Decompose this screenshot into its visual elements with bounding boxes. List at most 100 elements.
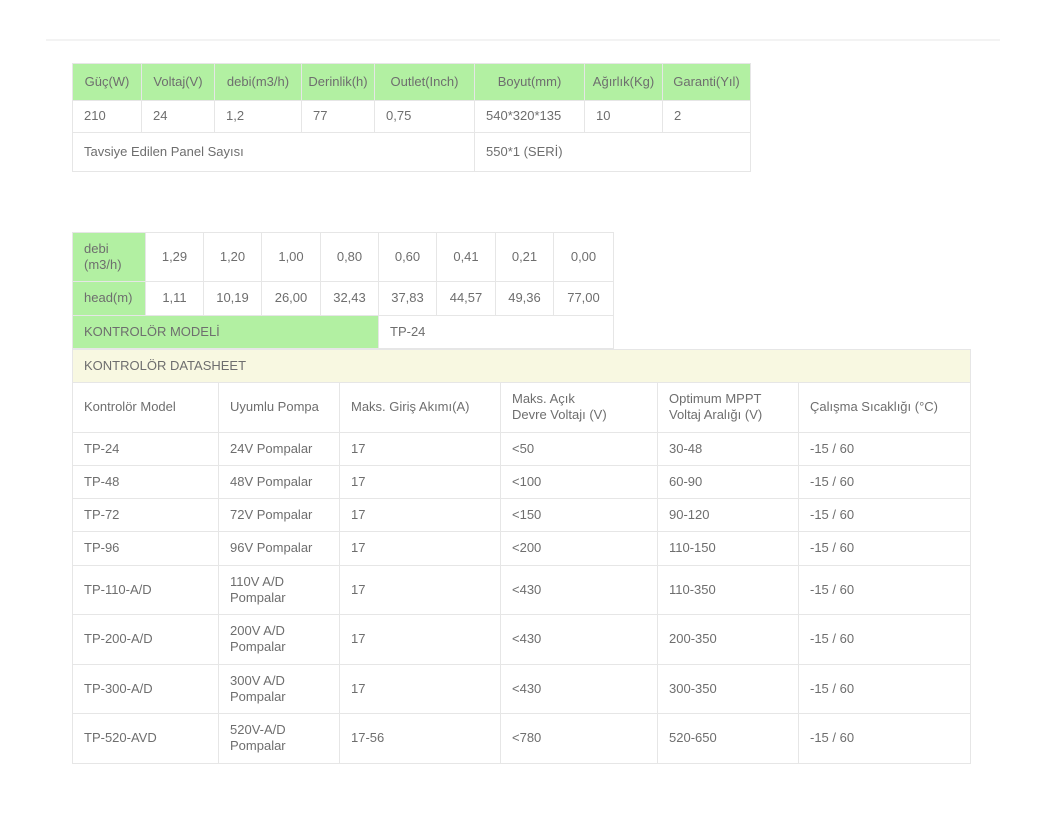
- panel-count-label: Tavsiye Edilen Panel Sayısı: [72, 131, 475, 172]
- pump-spec-header-row: Güç(W) Voltaj(V) debi(m3/h) Derinlik(h) …: [72, 62, 751, 102]
- controller-model-label: KONTROLÖR MODELİ: [72, 314, 379, 349]
- datasheet-header-mppt: Optimum MPPT Voltaj Aralığı (V): [657, 382, 799, 433]
- pump-spec-header-outlet: Outlet(Inch): [374, 62, 475, 102]
- cell-mppt: 110-150: [657, 531, 799, 566]
- pump-spec-value-row: 210 24 1,2 77 0,75 540*320*135 10 2: [72, 100, 751, 133]
- panel-count-value: 550*1 (SERİ): [474, 131, 751, 172]
- head-value: 44,57: [436, 281, 496, 316]
- head-value: 26,00: [261, 281, 321, 316]
- cell-akim: 17-56: [339, 713, 501, 764]
- flow-value: 1,29: [145, 231, 204, 283]
- cell-mppt: 110-350: [657, 564, 799, 615]
- head-value: 49,36: [495, 281, 554, 316]
- pump-spec-table: Güç(W) Voltaj(V) debi(m3/h) Derinlik(h) …: [72, 62, 751, 172]
- cell-pompa: 520V-A/D Pompalar: [218, 713, 340, 764]
- pump-spec-value-agirlik: 10: [584, 100, 663, 133]
- cell-sicaklik: -15 / 60: [797, 531, 972, 566]
- cell-sicaklik: -15 / 60: [797, 497, 972, 533]
- cell-mppt: 60-90: [657, 464, 799, 500]
- datasheet-row: TP-48 48V Pompalar 17 <100 60-90 -15 / 6…: [72, 464, 972, 500]
- datasheet-title-row: KONTROLÖR DATASHEET: [71, 348, 972, 384]
- cell-model: TP-24: [72, 431, 219, 466]
- pump-spec-header-debi: debi(m3/h): [214, 62, 302, 102]
- cell-model: TP-72: [72, 497, 219, 533]
- flow-value: 0,00: [553, 231, 614, 283]
- flow-label: debi (m3/h): [72, 231, 146, 283]
- pump-spec-value-garanti: 2: [662, 100, 751, 133]
- head-value: 37,83: [378, 281, 437, 316]
- cell-sicaklik: -15 / 60: [797, 663, 972, 714]
- cell-model: TP-48: [72, 464, 219, 500]
- datasheet-header-giris-akimi: Maks. Giriş Akımı(A): [339, 382, 501, 433]
- pump-spec-value-voltaj: 24: [141, 100, 215, 133]
- cell-mppt: 300-350: [657, 663, 799, 714]
- datasheet-row: TP-300-A/D 300V A/D Pompalar 17 <430 300…: [72, 663, 972, 714]
- flow-value: 0,21: [495, 231, 554, 283]
- cell-voltaj: <430: [500, 614, 658, 665]
- datasheet-row: TP-520-AVD 520V-A/D Pompalar 17-56 <780 …: [72, 713, 972, 764]
- pump-spec-header-voltaj: Voltaj(V): [141, 62, 215, 102]
- cell-sicaklik: -15 / 60: [797, 464, 972, 500]
- panel-count-row: Tavsiye Edilen Panel Sayısı 550*1 (SERİ): [72, 131, 751, 172]
- pump-spec-value-boyut: 540*320*135: [474, 100, 585, 133]
- pump-spec-header-derinlik: Derinlik(h): [301, 62, 375, 102]
- cell-voltaj: <780: [500, 713, 658, 764]
- cell-akim: 17: [339, 663, 501, 714]
- cell-voltaj: <50: [500, 431, 658, 466]
- cell-model: TP-300-A/D: [72, 663, 219, 714]
- flow-value: 1,20: [203, 231, 262, 283]
- head-row: head(m) 1,11 10,19 26,00 32,43 37,83 44,…: [72, 281, 614, 316]
- datasheet-title: KONTROLÖR DATASHEET: [71, 348, 972, 384]
- cell-akim: 17: [339, 564, 501, 615]
- datasheet-header-devre-voltaji: Maks. Açık Devre Voltajı (V): [500, 382, 658, 433]
- flow-value: 0,41: [436, 231, 496, 283]
- cell-voltaj: <100: [500, 464, 658, 500]
- cell-pompa: 300V A/D Pompalar: [218, 663, 340, 714]
- pump-spec-header-agirlik: Ağırlık(Kg): [584, 62, 663, 102]
- cell-pompa: 96V Pompalar: [218, 531, 340, 566]
- datasheet-header-pompa: Uyumlu Pompa: [218, 382, 340, 433]
- cell-sicaklik: -15 / 60: [797, 431, 972, 466]
- cell-model: TP-96: [72, 531, 219, 566]
- cell-sicaklik: -15 / 60: [797, 564, 972, 615]
- cell-model: TP-520-AVD: [72, 713, 219, 764]
- cell-pompa: 200V A/D Pompalar: [218, 614, 340, 665]
- cell-model: TP-110-A/D: [72, 564, 219, 615]
- pump-spec-value-debi: 1,2: [214, 100, 302, 133]
- cell-mppt: 520-650: [657, 713, 799, 764]
- cell-voltaj: <430: [500, 663, 658, 714]
- cell-akim: 17: [339, 431, 501, 466]
- cell-pompa: 48V Pompalar: [218, 464, 340, 500]
- pump-spec-value-outlet: 0,75: [374, 100, 475, 133]
- flow-value: 1,00: [261, 231, 321, 283]
- flow-value: 0,60: [378, 231, 437, 283]
- cell-akim: 17: [339, 614, 501, 665]
- cell-voltaj: <430: [500, 564, 658, 615]
- head-value: 10,19: [203, 281, 262, 316]
- head-label: head(m): [72, 281, 146, 316]
- cell-pompa: 24V Pompalar: [218, 431, 340, 466]
- controller-model-value: TP-24: [378, 314, 614, 349]
- pump-spec-header-guc: Güç(W): [72, 62, 142, 102]
- flow-row: debi (m3/h) 1,29 1,20 1,00 0,80 0,60 0,4…: [72, 231, 614, 283]
- datasheet-row: TP-110-A/D 110V A/D Pompalar 17 <430 110…: [72, 564, 972, 615]
- pump-spec-value-derinlik: 77: [301, 100, 375, 133]
- flow-value: 0,80: [320, 231, 379, 283]
- datasheet-row: TP-72 72V Pompalar 17 <150 90-120 -15 / …: [72, 497, 972, 533]
- datasheet-header-model: Kontrolör Model: [72, 382, 219, 433]
- section-divider: [46, 39, 1000, 41]
- head-value: 1,11: [145, 281, 204, 316]
- pump-spec-header-boyut: Boyut(mm): [474, 62, 585, 102]
- cell-pompa: 110V A/D Pompalar: [218, 564, 340, 615]
- datasheet-header-row: Kontrolör Model Uyumlu Pompa Maks. Giriş…: [72, 382, 972, 433]
- cell-voltaj: <150: [500, 497, 658, 533]
- performance-table: debi (m3/h) 1,29 1,20 1,00 0,80 0,60 0,4…: [72, 231, 614, 349]
- cell-akim: 17: [339, 464, 501, 500]
- head-value: 77,00: [553, 281, 614, 316]
- pump-spec-value-guc: 210: [72, 100, 142, 133]
- cell-sicaklik: -15 / 60: [797, 713, 972, 764]
- cell-sicaklik: -15 / 60: [797, 614, 972, 665]
- datasheet-row: TP-24 24V Pompalar 17 <50 30-48 -15 / 60: [72, 431, 972, 466]
- datasheet-row: TP-96 96V Pompalar 17 <200 110-150 -15 /…: [72, 531, 972, 566]
